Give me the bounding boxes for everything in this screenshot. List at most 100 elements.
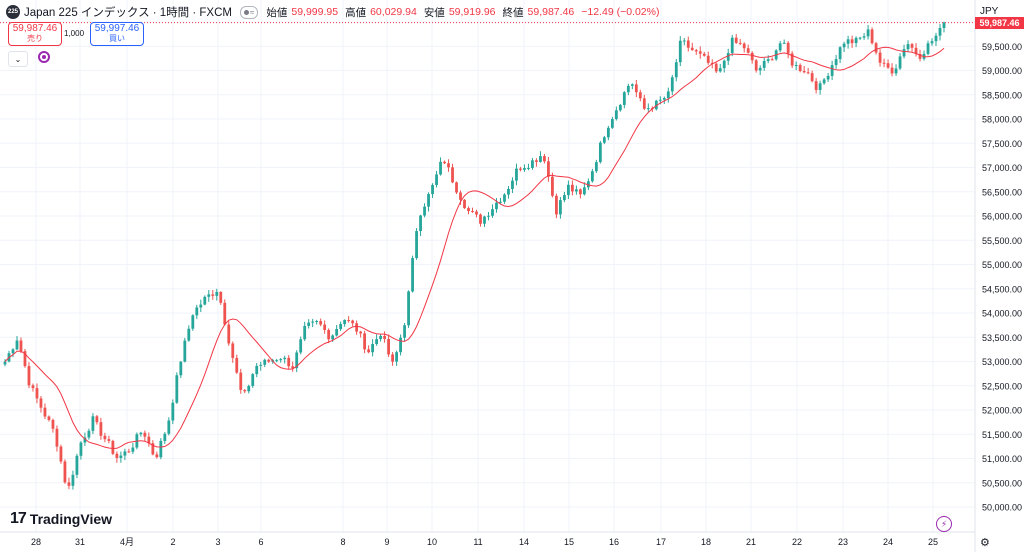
candle-body [211, 294, 215, 296]
candle-body [315, 321, 319, 323]
candle-body [826, 75, 830, 80]
x-tick-label: 15 [564, 537, 574, 547]
candle-body [866, 29, 870, 37]
candle-body [838, 47, 842, 60]
candle-body [906, 44, 910, 50]
candle-body [187, 328, 191, 341]
symbol-logo[interactable]: 225 [6, 5, 20, 19]
candles [3, 21, 946, 490]
buy-button[interactable]: 59,997.46 買い [90, 22, 144, 46]
candle-body [127, 451, 131, 453]
tradingview-logo[interactable]: 17 TradingView [10, 510, 112, 528]
price-axis: 60,000.0059,500.0059,000.0058,500.0058,0… [974, 0, 1022, 552]
candle-body [423, 206, 426, 216]
visibility-toggle[interactable]: ≈ [239, 5, 259, 19]
candle-body [610, 119, 614, 128]
candle-body [331, 335, 335, 340]
candle-body [898, 56, 902, 69]
candle-body [531, 160, 534, 168]
candle-body [67, 482, 71, 486]
candle-body [495, 202, 498, 210]
y-tick-label: 58,500.00 [982, 90, 1022, 100]
candle-body [790, 53, 794, 66]
candle-body [51, 419, 55, 429]
candle-body [746, 48, 750, 53]
candle-body [407, 291, 410, 326]
candle-body [427, 194, 430, 207]
lightning-icon[interactable]: ⚡ [936, 516, 952, 532]
candle-body [563, 195, 566, 201]
equals-icon: ≈ [249, 7, 255, 17]
sell-price: 59,987.46 [12, 23, 58, 34]
candle-body [475, 211, 478, 215]
candle-body [762, 60, 766, 68]
candle-body [722, 60, 726, 69]
candle-body [43, 407, 47, 417]
candle-body [347, 320, 351, 322]
gear-icon[interactable]: ⚙ [980, 537, 990, 549]
candle-body [299, 339, 303, 353]
y-tick-label: 50,500.00 [982, 478, 1022, 488]
x-tick-label: 4月 [120, 537, 134, 547]
candle-body [810, 73, 814, 82]
candle-body [666, 91, 670, 99]
candle-body [778, 43, 782, 51]
candle-body [918, 54, 922, 59]
sell-button[interactable]: 59,987.46 売り [8, 22, 62, 46]
candle-body [738, 42, 742, 44]
candle-body [183, 340, 187, 362]
candle-body [567, 184, 570, 196]
eye-icon [243, 9, 249, 15]
candle-body [706, 55, 710, 63]
candle-body [155, 454, 159, 458]
candle-body [698, 51, 702, 54]
candle-body [195, 307, 199, 316]
candle-body [247, 385, 251, 392]
candle-body [590, 171, 594, 182]
x-tick-label: 2 [170, 537, 175, 547]
ohlc-open-key: 始値 [266, 6, 288, 19]
candle-body [3, 361, 7, 365]
currency-label[interactable]: JPY [980, 6, 999, 17]
candle-body [375, 339, 379, 345]
candle-body [323, 324, 327, 330]
candle-body [115, 453, 119, 458]
order-quantity[interactable]: 1,000 [64, 29, 85, 38]
candle-body [295, 352, 299, 369]
candle-body [343, 320, 347, 325]
candle-body [363, 333, 367, 350]
refresh-icon[interactable] [38, 51, 50, 63]
candle-body [399, 337, 402, 353]
candle-body [547, 161, 550, 177]
candle-body [319, 321, 323, 325]
candle-body [586, 181, 590, 188]
x-tick-label: 21 [746, 537, 756, 547]
y-tick-label: 54,500.00 [982, 284, 1022, 294]
candle-body [670, 77, 674, 92]
x-tick-label: 11 [473, 537, 482, 547]
candle-body [283, 357, 287, 360]
symbol-title[interactable]: Japan 225 インデックス · 1時間 · FXCM [24, 7, 232, 19]
candle-body [730, 37, 734, 54]
candle-body [355, 323, 359, 332]
candle-body [47, 416, 51, 420]
candle-body [582, 187, 586, 195]
candle-body [291, 366, 295, 369]
candle-body [19, 340, 23, 352]
candle-body [219, 291, 223, 303]
candle-body [39, 398, 43, 408]
collapse-legend-button[interactable]: ⌄ [8, 51, 28, 67]
buy-price: 59,997.46 [94, 23, 140, 34]
candle-body [882, 62, 886, 64]
candle-body [71, 474, 75, 486]
y-tick-label: 51,500.00 [982, 430, 1022, 440]
candle-body [483, 216, 486, 224]
candle-body [559, 200, 562, 215]
candle-body [842, 43, 846, 48]
y-tick-label: 59,500.00 [982, 42, 1022, 52]
candle-body [654, 100, 658, 110]
candle-body [718, 68, 722, 72]
candle-body [139, 432, 143, 435]
